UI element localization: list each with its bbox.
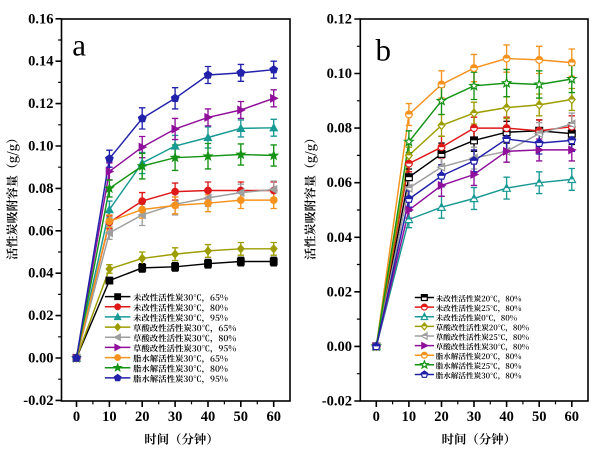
svg-text:40: 40 <box>499 409 514 425</box>
svg-text:0.12: 0.12 <box>327 12 352 28</box>
svg-text:60: 60 <box>565 409 580 425</box>
svg-text:0.02: 0.02 <box>28 308 53 324</box>
svg-text:20: 20 <box>434 409 449 425</box>
svg-text:0: 0 <box>373 409 380 425</box>
svg-text:0.10: 0.10 <box>327 66 352 82</box>
svg-text:a: a <box>72 28 86 63</box>
svg-text:0.08: 0.08 <box>327 121 352 137</box>
svg-text:0.08: 0.08 <box>28 181 53 197</box>
svg-text:30: 30 <box>467 409 482 425</box>
svg-text:50: 50 <box>234 409 249 425</box>
svg-text:10: 10 <box>102 409 117 425</box>
svg-text:50: 50 <box>532 409 547 425</box>
svg-text:0.06: 0.06 <box>28 223 53 239</box>
svg-text:0.06: 0.06 <box>327 175 352 191</box>
svg-text:0.14: 0.14 <box>28 54 53 70</box>
svg-text:0.16: 0.16 <box>28 11 53 27</box>
svg-text:0.00: 0.00 <box>327 339 352 355</box>
svg-text:0.04: 0.04 <box>327 230 352 246</box>
svg-text:60: 60 <box>266 409 281 425</box>
svg-text:-0.02: -0.02 <box>322 394 352 410</box>
svg-text:0.00: 0.00 <box>28 351 53 367</box>
svg-text:0.04: 0.04 <box>28 266 53 282</box>
svg-text:-0.02: -0.02 <box>23 393 53 409</box>
svg-text:0.12: 0.12 <box>28 96 53 112</box>
svg-text:0: 0 <box>73 409 80 425</box>
svg-text:b: b <box>376 33 392 68</box>
svg-text:10: 10 <box>402 409 417 425</box>
svg-text:40: 40 <box>201 409 216 425</box>
svg-text:0.02: 0.02 <box>327 284 352 300</box>
svg-text:20: 20 <box>135 409 150 425</box>
svg-text:30: 30 <box>168 409 183 425</box>
svg-text:0.10: 0.10 <box>28 139 53 155</box>
